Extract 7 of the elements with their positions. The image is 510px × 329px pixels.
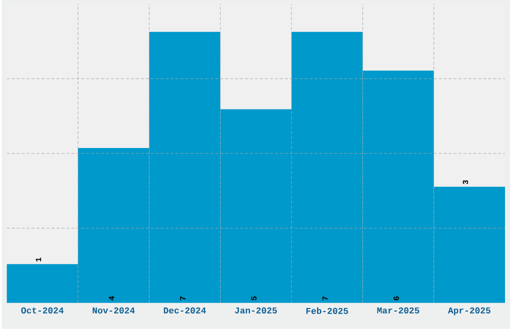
x-tick-label: Jan-2025 <box>234 308 277 314</box>
x-tick-label: Dec-2024 <box>164 308 206 314</box>
x-tick-label: Oct-2024 <box>21 308 64 314</box>
x-tick-label: Mar-2025 <box>377 308 420 314</box>
x-tick-label: Feb-2025 <box>306 308 348 314</box>
x-tick-label: Nov-2024 <box>92 308 135 314</box>
x-tick-label: Apr-2025 <box>448 308 490 316</box>
